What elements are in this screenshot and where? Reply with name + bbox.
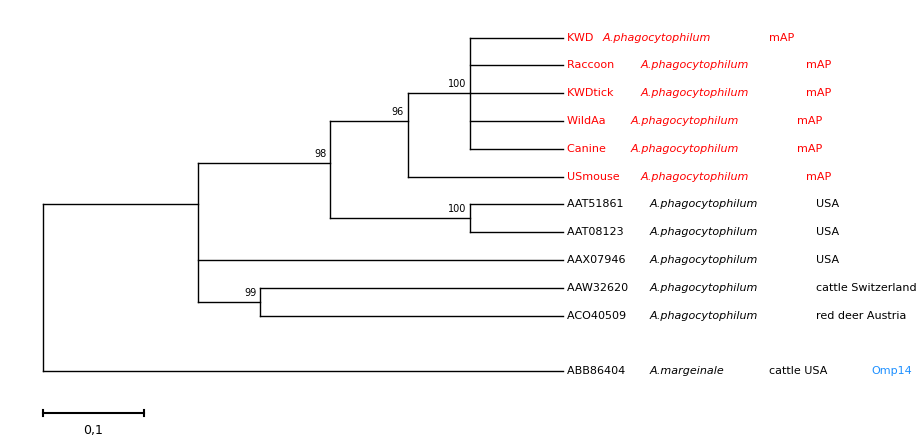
Text: AAW32620: AAW32620 <box>567 283 632 293</box>
Text: A.phagocytophilum: A.phagocytophilum <box>631 144 742 154</box>
Text: Omp14: Omp14 <box>871 366 913 376</box>
Text: 96: 96 <box>391 107 404 117</box>
Text: A.phagocytophilum: A.phagocytophilum <box>649 199 762 210</box>
Text: mAP: mAP <box>797 116 822 126</box>
Text: AAT08123: AAT08123 <box>567 227 627 237</box>
Text: red deer Austria: red deer Austria <box>816 311 906 321</box>
Text: AAX07946: AAX07946 <box>567 255 629 265</box>
Text: A.margeinale: A.margeinale <box>649 366 728 376</box>
Text: WildAa: WildAa <box>567 116 610 126</box>
Text: 100: 100 <box>448 204 466 214</box>
Text: A.phagocytophilum: A.phagocytophilum <box>640 88 752 98</box>
Text: mAP: mAP <box>769 32 795 43</box>
Text: A.phagocytophilum: A.phagocytophilum <box>640 171 752 182</box>
Text: A.phagocytophilum: A.phagocytophilum <box>649 227 762 237</box>
Text: Raccoon: Raccoon <box>567 60 618 70</box>
Text: A.phagocytophilum: A.phagocytophilum <box>649 255 762 265</box>
Text: 99: 99 <box>244 288 257 298</box>
Text: ACO40509: ACO40509 <box>567 311 630 321</box>
Text: mAP: mAP <box>807 60 832 70</box>
Text: A.phagocytophilum: A.phagocytophilum <box>649 283 762 293</box>
Text: AAT51861: AAT51861 <box>567 199 627 210</box>
Text: USA: USA <box>816 255 839 265</box>
Text: 0,1: 0,1 <box>84 424 103 437</box>
Text: cattle USA: cattle USA <box>769 366 831 376</box>
Text: ABB86404: ABB86404 <box>567 366 629 376</box>
Text: USA: USA <box>816 227 839 237</box>
Text: 98: 98 <box>314 148 326 159</box>
Text: mAP: mAP <box>807 88 832 98</box>
Text: KWDtick: KWDtick <box>567 88 617 98</box>
Text: A.phagocytophilum: A.phagocytophilum <box>631 116 742 126</box>
Text: mAP: mAP <box>807 171 832 182</box>
Text: cattle Switzerland: cattle Switzerland <box>816 283 916 293</box>
Text: KWD: KWD <box>567 32 597 43</box>
Text: A.phagocytophilum: A.phagocytophilum <box>603 32 715 43</box>
Text: Canine: Canine <box>567 144 610 154</box>
Text: mAP: mAP <box>797 144 822 154</box>
Text: A.phagocytophilum: A.phagocytophilum <box>640 60 752 70</box>
Text: USmouse: USmouse <box>567 171 624 182</box>
Text: USA: USA <box>816 199 839 210</box>
Text: 100: 100 <box>448 79 466 89</box>
Text: A.phagocytophilum: A.phagocytophilum <box>649 311 762 321</box>
